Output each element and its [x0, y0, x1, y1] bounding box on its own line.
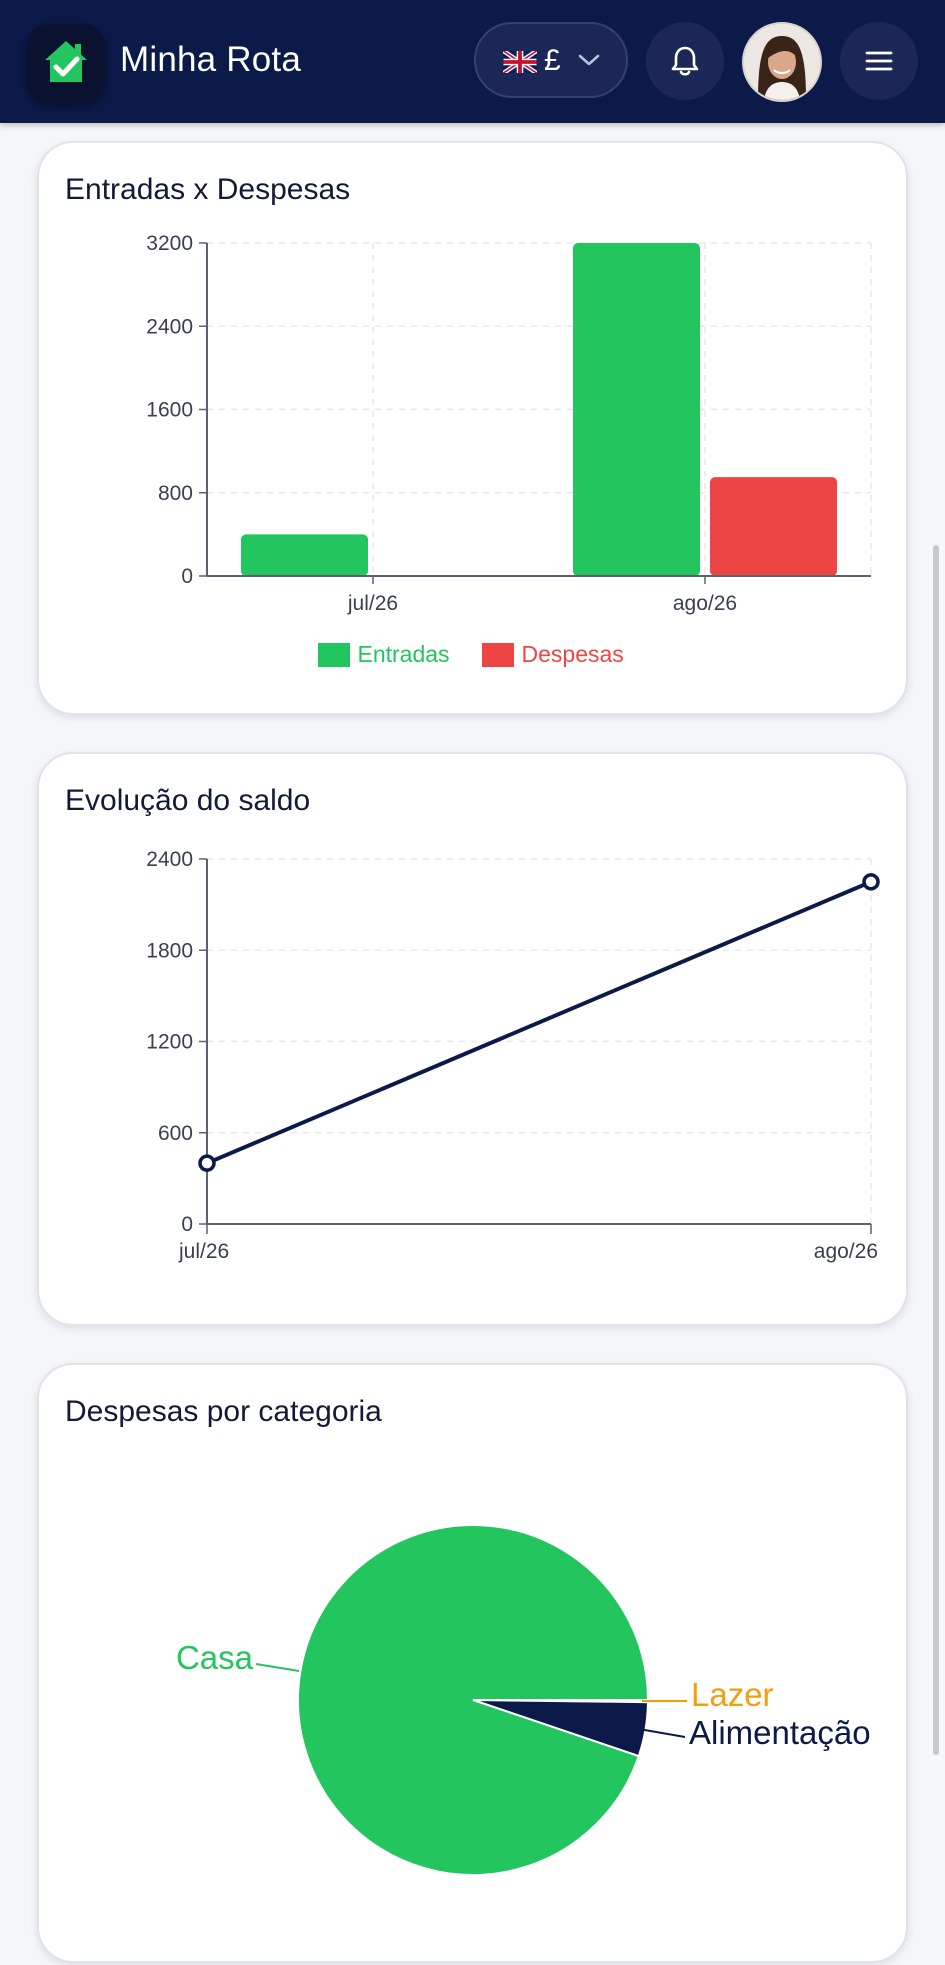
balance-line — [206, 879, 872, 1166]
house-check-icon — [45, 41, 87, 82]
category-title: Despesas por categoria — [65, 1395, 382, 1428]
y-tick-label: 600 — [158, 1122, 193, 1145]
income-expense-legend: Entradas Despesas — [39, 641, 910, 671]
pie-leader-casa — [255, 1663, 300, 1672]
user-avatar[interactable] — [742, 22, 822, 102]
page-scrollbar[interactable] — [933, 545, 939, 1755]
y-tick-label: 0 — [181, 1213, 193, 1236]
x-tick-label: ago/26 — [814, 1240, 878, 1263]
y-tick-label: 1600 — [146, 399, 193, 422]
menu-button[interactable] — [840, 22, 918, 100]
uk-flag-icon — [503, 51, 537, 73]
bar-entradas-1 — [573, 243, 700, 576]
bar-entradas-0 — [241, 534, 368, 576]
x-tick-label: jul/26 — [178, 1240, 229, 1263]
x-tick-label: ago/26 — [673, 592, 737, 615]
app-title: Minha Rota — [120, 40, 301, 79]
balance-point-0 — [198, 1154, 216, 1172]
income-expense-chart: 0 800 1600 2400 3200 jul/26 ago/26 — [146, 232, 872, 615]
legend-label: Despesas — [521, 641, 624, 667]
currency-selector[interactable]: £ — [474, 22, 628, 98]
hamburger-menu-icon — [865, 51, 893, 71]
y-tick-label: 800 — [158, 482, 193, 505]
pie-leader-alimentação — [638, 1728, 686, 1738]
legend-swatch — [317, 643, 350, 667]
y-tick-label: 0 — [181, 565, 193, 588]
pie-slice-casa — [297, 1524, 650, 1876]
balance-title: Evolução do saldo — [65, 784, 311, 817]
avatar-photo — [744, 24, 820, 100]
x-tick-label: jul/26 — [347, 592, 398, 615]
balance-card: Evolução do saldo 0 600 1200 1800 2400 jul/26… — [37, 752, 908, 1326]
balance-chart: 0 600 1200 1800 2400 jul/26 ago/26 — [146, 848, 880, 1263]
pie-label-alimentação: Alimentação — [689, 1714, 871, 1751]
category-card: Despesas por categoria Lazer Alimentação C… — [37, 1363, 908, 1963]
y-tick-label: 2400 — [146, 315, 193, 338]
legend-label: Entradas — [357, 641, 450, 667]
y-tick-label: 3200 — [146, 232, 193, 255]
currency-symbol: £ — [544, 44, 561, 77]
balance-point-1 — [862, 873, 880, 891]
pie-label-lazer: Lazer — [691, 1676, 774, 1713]
app-logo[interactable] — [27, 24, 105, 102]
income-expense-card: Entradas x Despesas 0 800 1600 2400 3200 jul/… — [37, 141, 908, 715]
bar-despesas-1 — [710, 477, 837, 576]
app-header: Minha Rota £ — [0, 0, 945, 123]
y-tick-label: 1800 — [146, 939, 193, 962]
legend-swatch — [481, 643, 514, 667]
notifications-button[interactable] — [646, 22, 724, 100]
pie-label-casa: Casa — [176, 1639, 254, 1676]
y-tick-label: 2400 — [146, 848, 193, 871]
income-expense-title: Entradas x Despesas — [65, 173, 351, 206]
y-tick-label: 1200 — [146, 1031, 193, 1054]
bell-icon — [671, 46, 699, 76]
chevron-down-icon — [578, 54, 600, 66]
